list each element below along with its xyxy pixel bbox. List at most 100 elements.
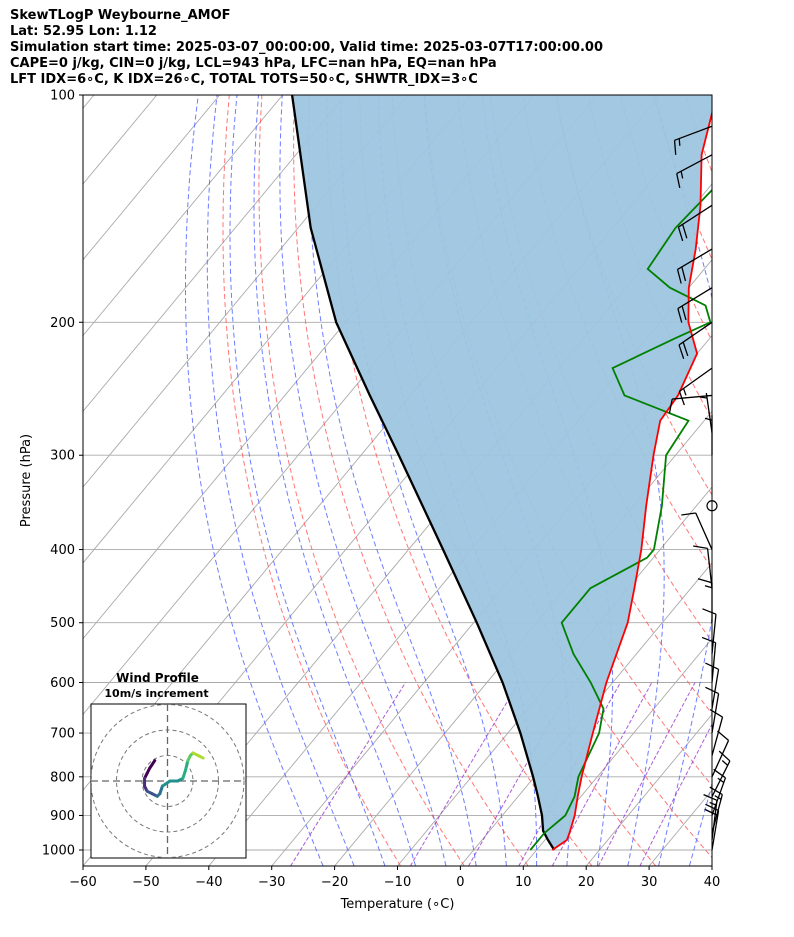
dry-adiabat (293, 95, 529, 866)
chart-header: SkewTLogP Weybourne_AMOF Lat: 52.95 Lon:… (10, 8, 603, 88)
wind-barb (699, 392, 713, 433)
dry-adiabat (222, 95, 402, 866)
barb-staff (695, 512, 713, 550)
hodograph-segment (183, 759, 190, 773)
wind-barb (676, 154, 713, 188)
barb-flag (673, 140, 677, 155)
mixing-ratio-line (639, 723, 712, 866)
barb-staff (711, 800, 718, 841)
dry-adiabat (718, 95, 794, 866)
barb-staff (711, 669, 720, 709)
mixing-ratio-line (597, 682, 696, 866)
barb-flag (703, 794, 718, 801)
x-axis-label: Temperature (∘C) (340, 897, 455, 912)
parcel-path-line (290, 95, 556, 851)
barb-staff (706, 548, 713, 589)
y-tick-label: 300 (50, 449, 75, 464)
barb-staff (677, 287, 713, 310)
wind-barb (697, 578, 713, 623)
dry-adiabat (684, 95, 712, 174)
indices-line-1: CAPE=0 j/kg, CIN=0 j/kg, LCL=943 hPa, LF… (10, 56, 497, 71)
barb-half-flag (682, 388, 687, 396)
moist-adiabat (279, 95, 447, 866)
barb-flag (676, 269, 682, 284)
indices-line-2: LFT IDX=6∘C, K IDX=26∘C, TOTAL TOTS=50∘C… (10, 72, 478, 87)
hodograph-inset: Wind Profile 10m/s increment (90, 671, 247, 859)
x-tick-label: 30 (641, 875, 658, 890)
barb-flag (709, 708, 723, 718)
hodograph-segment (196, 754, 205, 760)
dry-adiabat (783, 95, 794, 866)
moist-adiabat (720, 95, 794, 866)
barb-flag (705, 662, 719, 670)
mixing-ratio-line (468, 682, 574, 866)
y-tick-label: 400 (50, 543, 75, 558)
barb-flag (676, 173, 681, 188)
barb-staff (711, 740, 730, 778)
y-tick-label: 700 (50, 727, 75, 742)
wind-barb (678, 321, 713, 359)
barb-flag (702, 608, 717, 615)
dewpoint-line (529, 188, 712, 851)
barb-staff (672, 394, 713, 400)
x-tick-label: −30 (258, 875, 285, 890)
wind-barb (711, 750, 731, 798)
wind-barb (705, 686, 720, 734)
barb-flag (717, 730, 729, 741)
wind-barb (681, 512, 713, 550)
barb-staff (711, 642, 717, 683)
hodograph-title: Wind Profile (116, 671, 199, 685)
y-tick-label: 600 (50, 676, 75, 691)
dry-adiabat (258, 95, 465, 866)
x-tick-label: 40 (704, 875, 721, 890)
barb-half-flag (704, 585, 713, 589)
calm-circle (706, 500, 718, 512)
barb-flag (705, 686, 719, 695)
isotherm-line (83, 95, 221, 261)
wind-barb (678, 367, 713, 406)
isotherm-line (83, 95, 95, 109)
wind-barb (676, 248, 713, 284)
barb-half-flag (721, 760, 729, 766)
moist-adiabat (340, 95, 507, 866)
barb-staff (678, 204, 713, 228)
barb-flag (681, 224, 688, 239)
x-tick-label: −20 (321, 875, 348, 890)
barb-staff (678, 321, 713, 346)
y-tick-label: 200 (50, 316, 75, 331)
barb-staff (674, 125, 713, 141)
barb-staff (711, 693, 720, 734)
x-tick-label: −50 (132, 875, 159, 890)
wind-barb (709, 708, 724, 756)
cin-shading (292, 95, 712, 850)
x-tick-label: 0 (456, 875, 464, 890)
wind-barb (705, 662, 720, 709)
isotherm-line (334, 410, 712, 866)
wind-barb (673, 125, 713, 155)
barb-half-flag (699, 396, 708, 399)
barb-staff (676, 154, 713, 175)
x-tick-label: −40 (195, 875, 222, 890)
mixing-ratio-line (409, 682, 520, 866)
hodograph-plot (91, 704, 246, 858)
location-line: Lat: 52.95 Lon: 1.12 (10, 24, 157, 39)
barb-staff (711, 760, 731, 798)
wind-barb (677, 287, 713, 323)
x-tick-label: −10 (384, 875, 411, 890)
barb-flag (682, 341, 689, 357)
wind-barb (702, 608, 717, 655)
plot-area (83, 95, 794, 866)
barb-flag (678, 391, 685, 406)
wind-barb (668, 394, 713, 414)
barb-flag (668, 398, 673, 414)
x-tick-label: 10 (515, 875, 532, 890)
moist-adiabat (229, 95, 386, 866)
isotherm-line (83, 95, 409, 488)
barb-flag (677, 308, 683, 323)
dry-adiabat (751, 95, 794, 866)
barb-staff (711, 777, 727, 816)
hodograph-segment (160, 779, 172, 788)
barb-staff (711, 794, 723, 834)
barb-staff (679, 367, 713, 392)
